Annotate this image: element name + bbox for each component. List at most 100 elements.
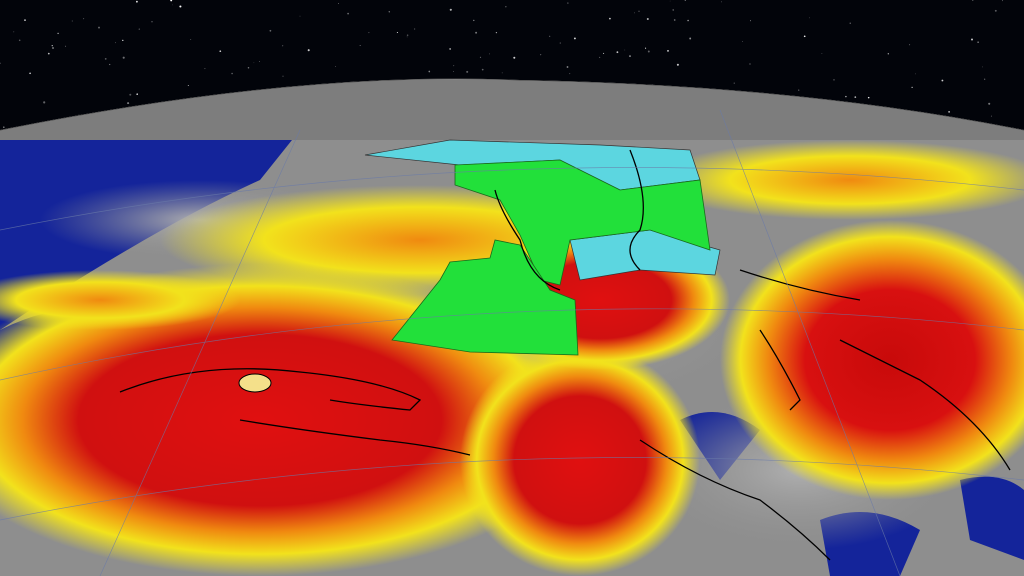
star	[915, 73, 916, 75]
star	[845, 95, 847, 98]
star	[616, 51, 619, 54]
star	[282, 45, 284, 47]
star	[638, 10, 640, 12]
star	[673, 19, 676, 21]
star	[749, 63, 751, 65]
hurricane-secondary	[720, 220, 1024, 500]
star	[51, 45, 53, 47]
star	[179, 5, 182, 8]
star	[667, 50, 669, 52]
star	[603, 52, 605, 54]
star	[867, 96, 870, 99]
star	[359, 45, 361, 46]
star	[136, 93, 138, 95]
star	[29, 72, 31, 75]
star	[689, 37, 692, 40]
star	[911, 86, 913, 88]
star	[473, 19, 475, 22]
star	[573, 37, 576, 40]
star	[247, 67, 250, 69]
star	[676, 63, 679, 66]
star	[854, 96, 857, 98]
star	[71, 20, 73, 22]
star	[52, 47, 54, 49]
star	[453, 65, 455, 67]
star	[368, 32, 370, 34]
star	[190, 39, 192, 40]
star	[559, 42, 561, 44]
star	[172, 4, 174, 6]
star	[501, 72, 503, 74]
star	[741, 41, 743, 42]
north-america-land	[0, 80, 1024, 140]
star	[687, 19, 689, 22]
star	[43, 101, 46, 104]
star	[566, 66, 569, 68]
hurricane-eye	[238, 373, 272, 393]
star	[78, 114, 80, 115]
star	[388, 11, 391, 13]
star	[13, 31, 15, 33]
star	[647, 50, 650, 53]
star	[609, 17, 611, 20]
star	[672, 9, 674, 11]
star	[57, 32, 59, 35]
star	[453, 71, 455, 72]
star	[299, 15, 301, 17]
star	[798, 89, 800, 91]
coastlines	[119, 149, 1011, 561]
star	[481, 68, 484, 71]
star	[977, 41, 979, 43]
star	[122, 56, 125, 59]
star	[982, 66, 983, 68]
star	[338, 3, 339, 4]
star	[849, 22, 851, 24]
star	[624, 49, 626, 51]
star	[204, 68, 206, 70]
star	[269, 29, 272, 32]
star	[253, 62, 255, 64]
star	[449, 8, 452, 11]
star	[513, 56, 516, 59]
star	[479, 56, 482, 58]
star	[984, 78, 986, 80]
star	[549, 35, 551, 37]
star	[1002, 0, 1003, 2]
star	[629, 55, 631, 57]
star	[219, 50, 222, 53]
star	[98, 26, 100, 29]
star	[136, 0, 138, 3]
star	[104, 57, 107, 60]
star	[505, 6, 507, 8]
star	[634, 12, 635, 14]
star	[170, 0, 173, 2]
star	[809, 17, 810, 19]
star	[972, 0, 974, 1]
star	[47, 52, 50, 55]
star	[970, 38, 974, 41]
star	[669, 0, 671, 2]
star	[988, 102, 991, 105]
watch-zones	[364, 139, 721, 281]
star	[948, 111, 950, 113]
star	[994, 9, 997, 12]
star	[833, 79, 835, 81]
star	[803, 35, 806, 38]
star	[887, 53, 889, 55]
star	[733, 82, 735, 84]
star	[749, 20, 751, 22]
star	[941, 79, 944, 82]
star	[24, 19, 26, 21]
star	[599, 56, 601, 58]
star	[138, 28, 140, 30]
star	[821, 53, 823, 54]
star	[684, 0, 686, 1]
star	[187, 85, 189, 86]
star	[475, 31, 478, 34]
star	[990, 115, 992, 117]
star	[307, 49, 310, 52]
star	[231, 72, 233, 75]
star	[721, 1, 722, 3]
star	[109, 63, 111, 66]
